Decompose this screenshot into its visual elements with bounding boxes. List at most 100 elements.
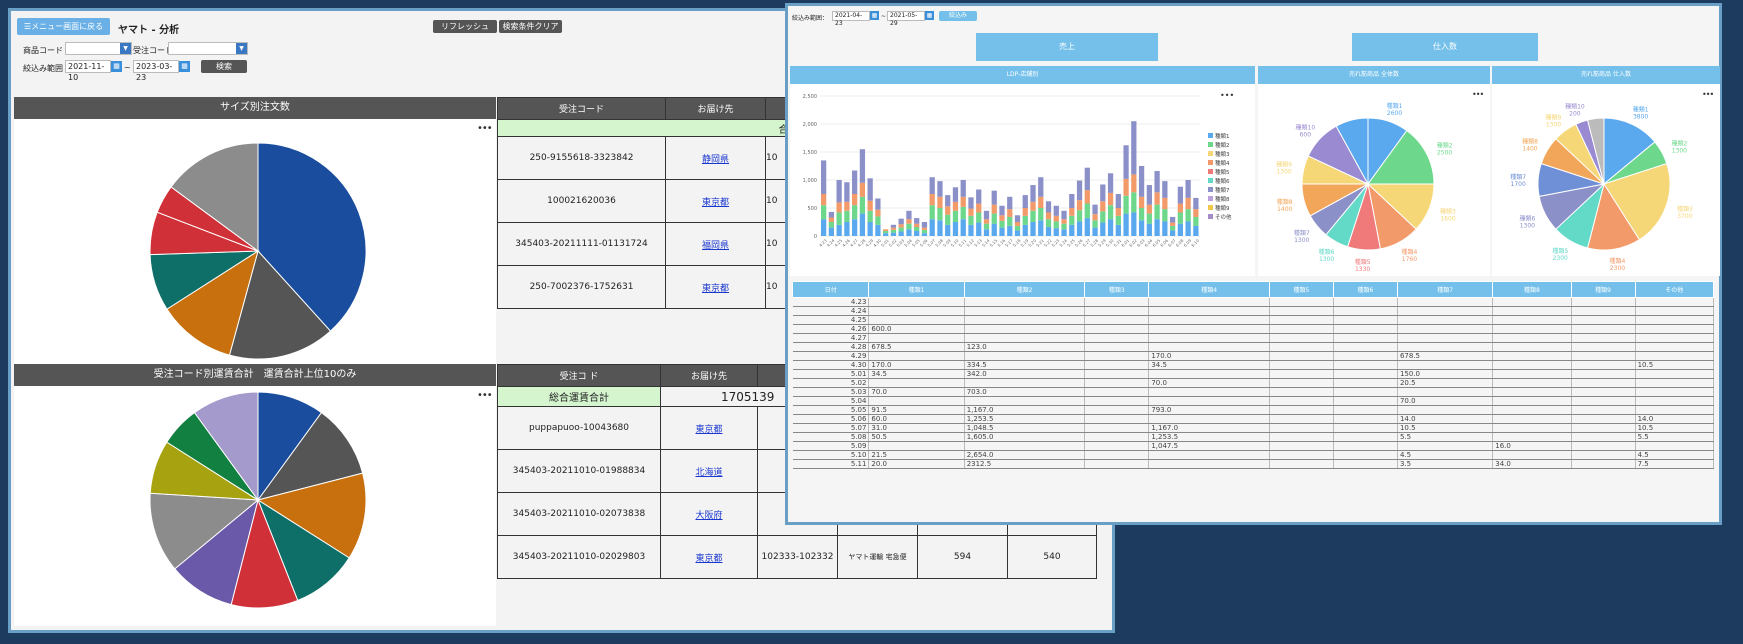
cell xyxy=(1571,378,1636,388)
x-tick-label: 5.07 xyxy=(926,238,936,248)
cell xyxy=(1333,432,1398,442)
panel2-title: 受注コード別運賃合計 運賃合計上位10のみ xyxy=(14,364,496,386)
cell: 7.5 xyxy=(1635,459,1715,469)
destination-link[interactable]: 静岡県 xyxy=(701,154,729,165)
table-row: 5.03 70.0 703.0 xyxy=(792,387,1715,397)
cell: 5.04 xyxy=(792,396,870,406)
pie-a-label: 1300 xyxy=(1319,256,1334,263)
cell: 4.27 xyxy=(792,333,870,343)
cell: 793.0 xyxy=(1148,405,1270,415)
order-code-select[interactable]: ▼ xyxy=(168,42,248,55)
bar-segment xyxy=(828,222,835,228)
calendar-icon[interactable]: ▦ xyxy=(925,11,934,20)
bar-segment xyxy=(1146,204,1152,214)
bar-segment xyxy=(898,224,904,228)
cell: 2,654.0 xyxy=(964,450,1086,460)
search-button[interactable]: 検索 xyxy=(201,60,247,73)
pie-a-label: 1400 xyxy=(1277,206,1292,213)
more-icon[interactable]: ••• xyxy=(1220,91,1234,100)
cell: 594 xyxy=(917,535,1008,579)
cell: 600.0 xyxy=(868,324,965,334)
bar-segment xyxy=(1030,185,1036,202)
bar-segment xyxy=(1138,220,1145,236)
pie-a-chart: 種類12600種類22500種類31600種類41760種類51330種類613… xyxy=(1276,102,1456,273)
bar-segment xyxy=(914,230,920,236)
cell xyxy=(1333,360,1398,370)
calendar-icon[interactable]: ▦ xyxy=(870,11,879,20)
bar-segment xyxy=(1123,178,1129,196)
bar-segment xyxy=(1045,219,1052,228)
bar-segment xyxy=(898,227,904,232)
bar-segment xyxy=(945,224,951,236)
bar-segment xyxy=(1123,145,1129,179)
x-tick-label: 6.05 xyxy=(1151,238,1161,248)
clear-search-button[interactable]: 検索条件クリア xyxy=(499,20,562,33)
cell: 4.5 xyxy=(1397,450,1494,460)
more-icon[interactable]: ••• xyxy=(477,390,493,401)
cell: 10.5 xyxy=(1397,423,1494,433)
x-tick-label: 6.08 xyxy=(1175,238,1185,248)
more-icon[interactable]: ••• xyxy=(1472,90,1484,99)
x-tick-label: 5.11 xyxy=(957,238,967,248)
destination-link[interactable]: 大阪府 xyxy=(695,510,723,521)
date-from-input[interactable]: 2021-11-10 xyxy=(65,60,111,82)
bar-segment xyxy=(844,201,850,211)
menu-return-button[interactable]: ☰メニュー画面に戻る xyxy=(17,18,110,35)
cell xyxy=(1492,306,1572,316)
cell xyxy=(1397,333,1494,343)
more-icon[interactable]: ••• xyxy=(477,123,493,134)
cell xyxy=(1635,351,1715,361)
destination-link[interactable]: 福岡県 xyxy=(701,240,729,251)
bar-segment xyxy=(960,196,966,207)
destination-link[interactable]: 東京都 xyxy=(695,424,723,435)
destination-link[interactable]: 東京都 xyxy=(701,283,729,294)
bar-segment xyxy=(875,209,881,217)
bar-segment xyxy=(952,210,959,222)
product-code-select[interactable]: ▼ xyxy=(65,42,132,55)
date-to-input[interactable]: 2023-03-23 xyxy=(133,60,179,82)
bar-segment xyxy=(890,224,897,228)
destination-link[interactable]: 北海道 xyxy=(695,467,723,478)
pie-b-label: 1400 xyxy=(1522,145,1537,152)
destination-link[interactable]: 東京都 xyxy=(695,553,723,564)
tab-sales[interactable]: 売上 xyxy=(976,33,1158,61)
refresh-button[interactable]: リフレッシュ xyxy=(433,20,497,33)
cell: 334.5 xyxy=(964,360,1086,370)
x-tick-label: 4.23 xyxy=(818,238,828,248)
cell xyxy=(1635,396,1715,406)
calendar-icon[interactable]: ▦ xyxy=(111,61,122,72)
pie-b-label: 種類4 xyxy=(1610,257,1626,265)
date-from-input[interactable]: 2021-04-23 xyxy=(832,11,870,27)
freight-pie-slice xyxy=(193,391,259,502)
apply-button[interactable]: 絞込み xyxy=(939,11,977,21)
cell xyxy=(1148,450,1270,460)
bar-segment xyxy=(1115,224,1121,236)
cell: 1,167.0 xyxy=(964,405,1086,415)
legend-swatch xyxy=(1208,133,1213,138)
table-row: 4.24 xyxy=(792,306,1715,316)
more-icon[interactable]: ••• xyxy=(1702,90,1714,99)
legend-label: 種類2 xyxy=(1215,141,1230,149)
cell: 540 xyxy=(1007,535,1097,579)
bar-segment xyxy=(1061,229,1067,236)
range-label: 絞込み範囲： xyxy=(792,15,829,22)
destination-link[interactable]: 東京都 xyxy=(701,197,729,208)
x-tick-label: 6.03 xyxy=(1136,238,1146,248)
cell xyxy=(1148,333,1270,343)
calendar-icon[interactable]: ▦ xyxy=(179,61,190,72)
cell xyxy=(1397,297,1494,307)
date-to-input[interactable]: 2021-05-29 xyxy=(887,11,925,27)
pie-a-label: 1330 xyxy=(1355,266,1370,273)
cell xyxy=(1269,306,1334,316)
bar-segment xyxy=(1030,201,1036,211)
table-row: 4.30 170.0 334.5 34.5 10.5 xyxy=(792,360,1715,370)
table-row: 5.11 20.0 2312.5 3.5 34.0 7.5 xyxy=(792,459,1715,469)
cell xyxy=(868,306,965,316)
x-tick-label: 6.04 xyxy=(1144,238,1154,248)
freight-pie-slice xyxy=(149,492,260,570)
sum-label: 総合運賃合計 xyxy=(497,386,661,407)
tab-purchases[interactable]: 仕入数 xyxy=(1352,33,1538,61)
cell xyxy=(1269,315,1334,325)
cell xyxy=(1397,315,1494,325)
pie-b-label: 種類2 xyxy=(1671,139,1687,147)
